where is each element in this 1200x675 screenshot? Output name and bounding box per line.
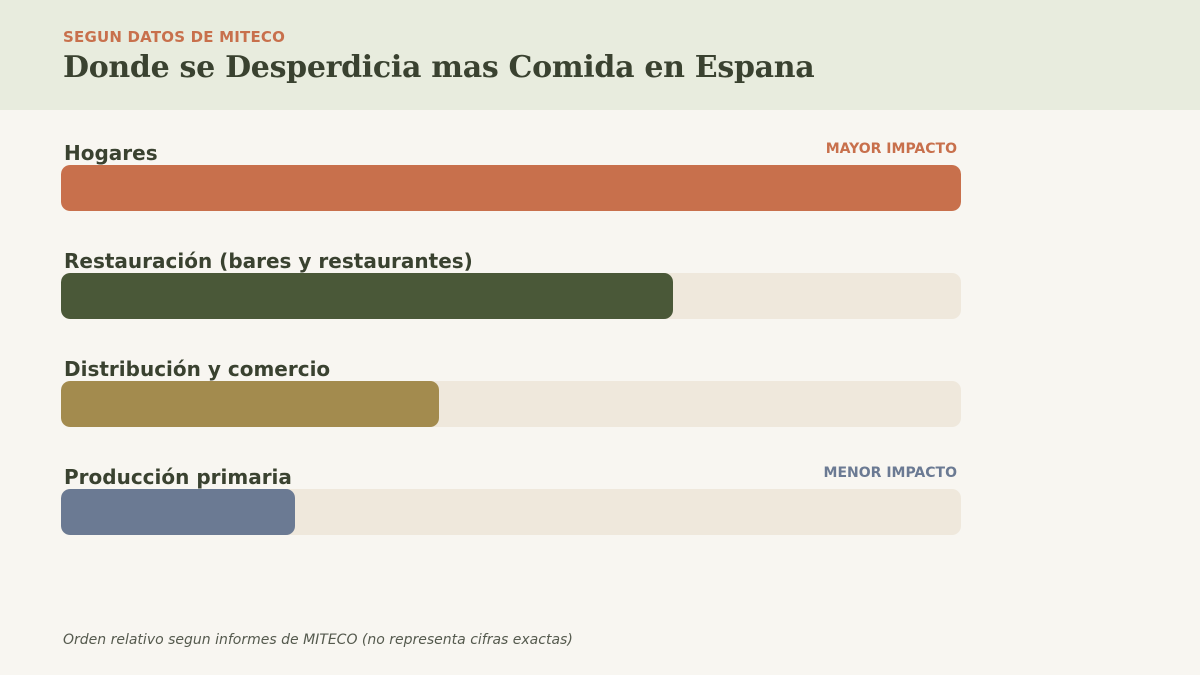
bar-track: [61, 273, 961, 319]
bar-track: [61, 165, 961, 211]
bar-restauracion: [61, 273, 673, 319]
bar-row-distribucion: Distribución y comercio: [61, 357, 961, 427]
bar-label: Hogares: [64, 141, 158, 165]
bar-track: [61, 381, 961, 427]
bar-hogares: [61, 165, 961, 211]
bar-distribucion: [61, 381, 439, 427]
bar-row-produccion: Producción primaria MENOR IMPACTO: [61, 465, 961, 535]
bar-label: Producción primaria: [64, 465, 292, 489]
tag-menor-impacto: MENOR IMPACTO: [823, 465, 957, 481]
bar-row-hogares: Hogares MAYOR IMPACTO: [61, 141, 961, 211]
bar-track: [61, 489, 961, 535]
footnote: Orden relativo segun informes de MITECO …: [63, 632, 573, 648]
header: SEGUN DATOS DE MITECO Donde se Desperdic…: [0, 0, 1200, 110]
tag-mayor-impacto: MAYOR IMPACTO: [825, 141, 957, 157]
chart-kicker: SEGUN DATOS DE MITECO: [63, 28, 286, 46]
bar-produccion: [61, 489, 295, 535]
bar-row-restauracion: Restauración (bares y restaurantes): [61, 249, 961, 319]
bar-label: Restauración (bares y restaurantes): [64, 249, 473, 273]
bar-label: Distribución y comercio: [64, 357, 331, 381]
chart-title: Donde se Desperdicia mas Comida en Espan…: [63, 50, 815, 85]
